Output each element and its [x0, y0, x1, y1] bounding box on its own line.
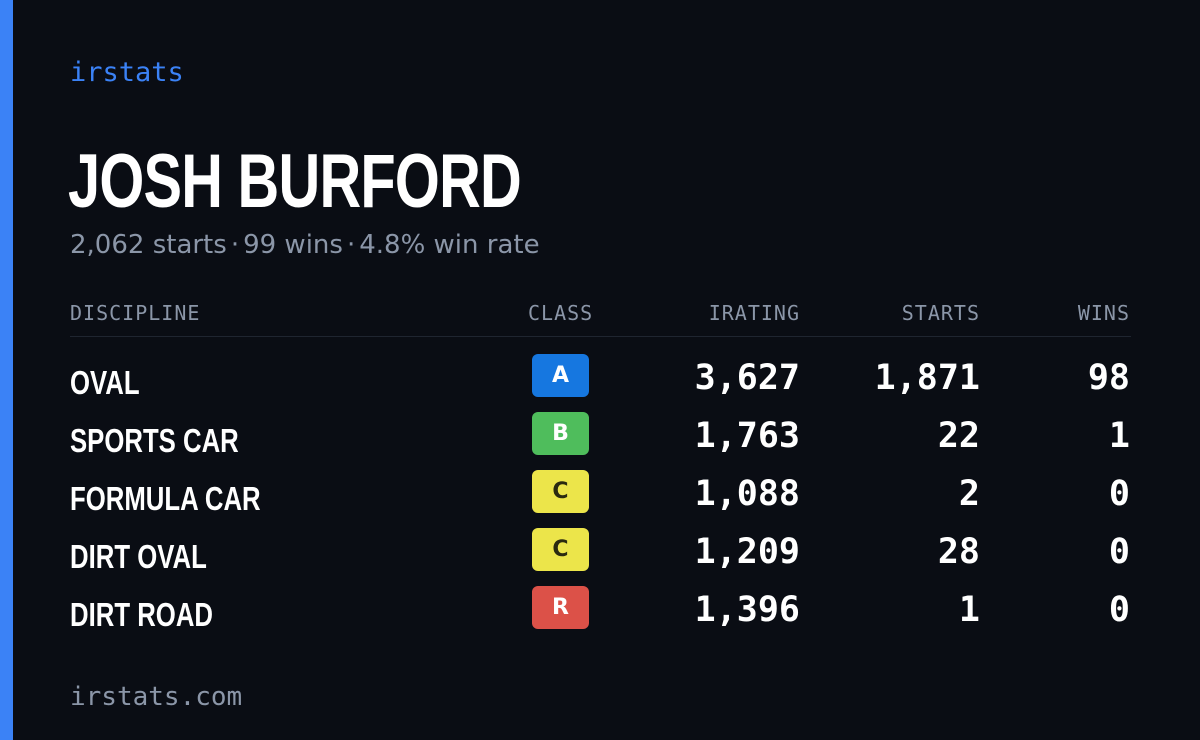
- irating-value: 1,396: [694, 590, 800, 630]
- wins-value: 0: [1108, 532, 1130, 572]
- starts-value: 1: [958, 590, 980, 630]
- header-starts: STARTS: [901, 301, 980, 325]
- brand-logo: irstats: [70, 57, 184, 88]
- wins-value: 1: [1108, 416, 1130, 456]
- header-irating: IRATING: [708, 301, 800, 325]
- starts-value: 1,871: [874, 358, 980, 398]
- header-divider: [70, 336, 1131, 337]
- discipline-name: FORMULA CAR: [70, 480, 261, 517]
- table-row: DIRT ROAD R 1,396 1 0: [70, 586, 1131, 644]
- starts-value: 28: [937, 532, 980, 572]
- table-row: SPORTS CAR B 1,763 22 1: [70, 412, 1131, 470]
- summary-win-rate: 4.8% win rate: [359, 230, 540, 260]
- summary-separator: ·: [230, 230, 240, 260]
- starts-value: 22: [937, 416, 980, 456]
- irating-value: 1,088: [694, 474, 800, 514]
- header-wins: WINS: [1077, 301, 1130, 325]
- driver-name: JOSH BURFORD: [68, 139, 522, 224]
- discipline-name: DIRT ROAD: [70, 596, 213, 633]
- class-badge: B: [532, 412, 589, 455]
- starts-value: 2: [958, 474, 980, 514]
- wins-value: 98: [1087, 358, 1130, 398]
- discipline-name: SPORTS CAR: [70, 422, 239, 459]
- summary-wins: 99 wins: [243, 230, 343, 260]
- irating-value: 1,763: [694, 416, 800, 456]
- irating-value: 3,627: [694, 358, 800, 398]
- wins-value: 0: [1108, 590, 1130, 630]
- table-row: DIRT OVAL C 1,209 28 0: [70, 528, 1131, 586]
- discipline-name: DIRT OVAL: [70, 538, 207, 575]
- summary-separator: ·: [346, 230, 356, 260]
- header-discipline: DISCIPLINE: [70, 301, 201, 325]
- class-badge: C: [532, 470, 589, 513]
- driver-summary: 2,062 starts · 99 wins · 4.8% win rate: [70, 228, 540, 262]
- accent-bar: [0, 0, 13, 740]
- class-badge: R: [532, 586, 589, 629]
- footer-url: irstats.com: [70, 682, 243, 712]
- table-row: OVAL A 3,627 1,871 98: [70, 354, 1131, 412]
- class-badge: C: [532, 528, 589, 571]
- discipline-name: OVAL: [70, 364, 140, 401]
- class-badge: A: [532, 354, 589, 397]
- table-row: FORMULA CAR C 1,088 2 0: [70, 470, 1131, 528]
- wins-value: 0: [1108, 474, 1130, 514]
- irating-value: 1,209: [694, 532, 800, 572]
- header-class: CLASS: [528, 301, 594, 325]
- summary-starts: 2,062 starts: [70, 230, 227, 260]
